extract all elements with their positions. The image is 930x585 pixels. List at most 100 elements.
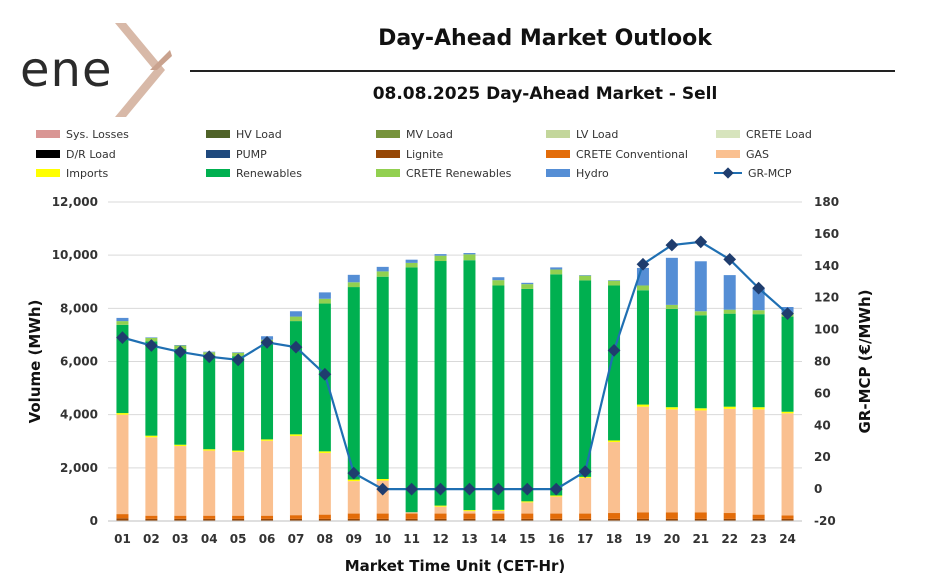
bar-segment — [521, 501, 534, 503]
bar-segment — [318, 292, 331, 299]
y2-tick-label: 0 — [814, 482, 822, 496]
bar-segment — [116, 413, 129, 415]
bar-segment — [434, 505, 447, 507]
legend-swatch — [36, 169, 60, 177]
x-tick-label: 20 — [664, 532, 681, 546]
x-tick-label: 21 — [692, 532, 709, 546]
bar-segment — [232, 518, 245, 521]
bar-segment — [145, 518, 158, 521]
x-axis-title: Market Time Unit (CET-Hr) — [345, 557, 566, 575]
bar-segment — [405, 267, 418, 513]
bar-segment — [636, 290, 649, 405]
legend-swatch — [206, 169, 230, 177]
bar-segment — [781, 515, 794, 519]
bar-segment — [261, 518, 274, 521]
bar-segment — [261, 440, 274, 516]
legend-swatch — [716, 150, 740, 158]
bar-segment — [752, 288, 765, 311]
bar-segment — [347, 274, 360, 283]
bar-segment — [781, 518, 794, 521]
y-tick-label: 0 — [90, 514, 98, 528]
bar-segment — [463, 511, 476, 514]
x-tick-label: 22 — [721, 532, 738, 546]
x-tick-label: 02 — [143, 532, 160, 546]
bar-segment — [145, 437, 158, 516]
bar-segment — [203, 518, 216, 521]
bar-segment — [347, 518, 360, 521]
x-tick-label: 03 — [172, 532, 189, 546]
bar-segment — [521, 518, 534, 521]
y-tick-label: 4,000 — [60, 408, 98, 422]
chart-line — [116, 235, 794, 496]
x-tick-label: 01 — [114, 532, 131, 546]
bar-segment — [116, 317, 129, 322]
x-tick-label: 04 — [201, 532, 218, 546]
bar-segment — [550, 274, 563, 496]
bar-segment — [636, 518, 649, 521]
bar-segment — [608, 518, 621, 521]
bar-segment — [376, 276, 389, 479]
mcp-point — [347, 466, 361, 480]
y2-tick-label: 20 — [814, 450, 831, 464]
bar-segment — [694, 311, 707, 316]
bar-segment — [318, 514, 331, 519]
bar-segment — [376, 478, 389, 481]
bar-segment — [492, 280, 505, 286]
legend-label: Renewables — [236, 167, 302, 180]
legend-label: LV Load — [576, 128, 618, 141]
legend-marker-swatch — [722, 167, 734, 179]
y2-tick-label: 160 — [814, 227, 839, 241]
x-tick-label: 24 — [779, 532, 796, 546]
bar-segment — [405, 518, 418, 521]
y-tick-label: 2,000 — [60, 461, 98, 475]
bar-segment — [434, 506, 447, 514]
bar-segment — [752, 514, 765, 519]
legend-label: CRETE Renewables — [406, 167, 512, 180]
bar-segment — [550, 269, 563, 275]
x-tick-label: 12 — [432, 532, 449, 546]
bar-segment — [289, 435, 302, 516]
legend-label: PUMP — [236, 148, 267, 161]
bar-segment — [261, 343, 274, 440]
bar-segment — [608, 513, 621, 519]
bar-segment — [579, 275, 592, 276]
bar-segment — [463, 253, 476, 255]
bar-segment — [608, 285, 621, 441]
bar-segment — [463, 518, 476, 521]
bar-segment — [550, 267, 563, 270]
bar-segment — [232, 356, 245, 451]
bar-segment — [289, 434, 302, 436]
bar-segment — [521, 288, 534, 502]
bar-segment — [723, 309, 736, 314]
bar-segment — [145, 337, 158, 338]
bar-segment — [665, 257, 678, 305]
bar-segment — [463, 513, 476, 519]
bar-segment — [636, 406, 649, 513]
bar-segment — [203, 450, 216, 516]
bar-segment — [232, 451, 245, 516]
bar-segment — [492, 513, 505, 519]
y-tick-label: 10,000 — [52, 248, 98, 262]
y-tick-label: 12,000 — [52, 195, 98, 209]
x-tick-label: 18 — [606, 532, 623, 546]
mcp-point — [231, 353, 245, 367]
bar-segment — [232, 515, 245, 519]
x-tick-label: 13 — [461, 532, 478, 546]
bar-segment — [723, 313, 736, 407]
bar-segment — [636, 285, 649, 291]
mcp-point — [694, 235, 708, 249]
bar-segment — [347, 287, 360, 480]
legend-label: HV Load — [236, 128, 282, 141]
bar-segment — [318, 518, 331, 521]
legend-swatch — [376, 130, 400, 138]
bar-segment — [550, 495, 563, 497]
bar-segment — [463, 260, 476, 511]
mcp-point — [434, 482, 447, 496]
bar-segment — [723, 513, 736, 519]
bar-segment — [261, 439, 274, 441]
bar-segment — [289, 515, 302, 519]
bar-segment — [521, 284, 534, 289]
bar-segment — [550, 518, 563, 521]
y2-tick-label: 120 — [814, 291, 839, 305]
